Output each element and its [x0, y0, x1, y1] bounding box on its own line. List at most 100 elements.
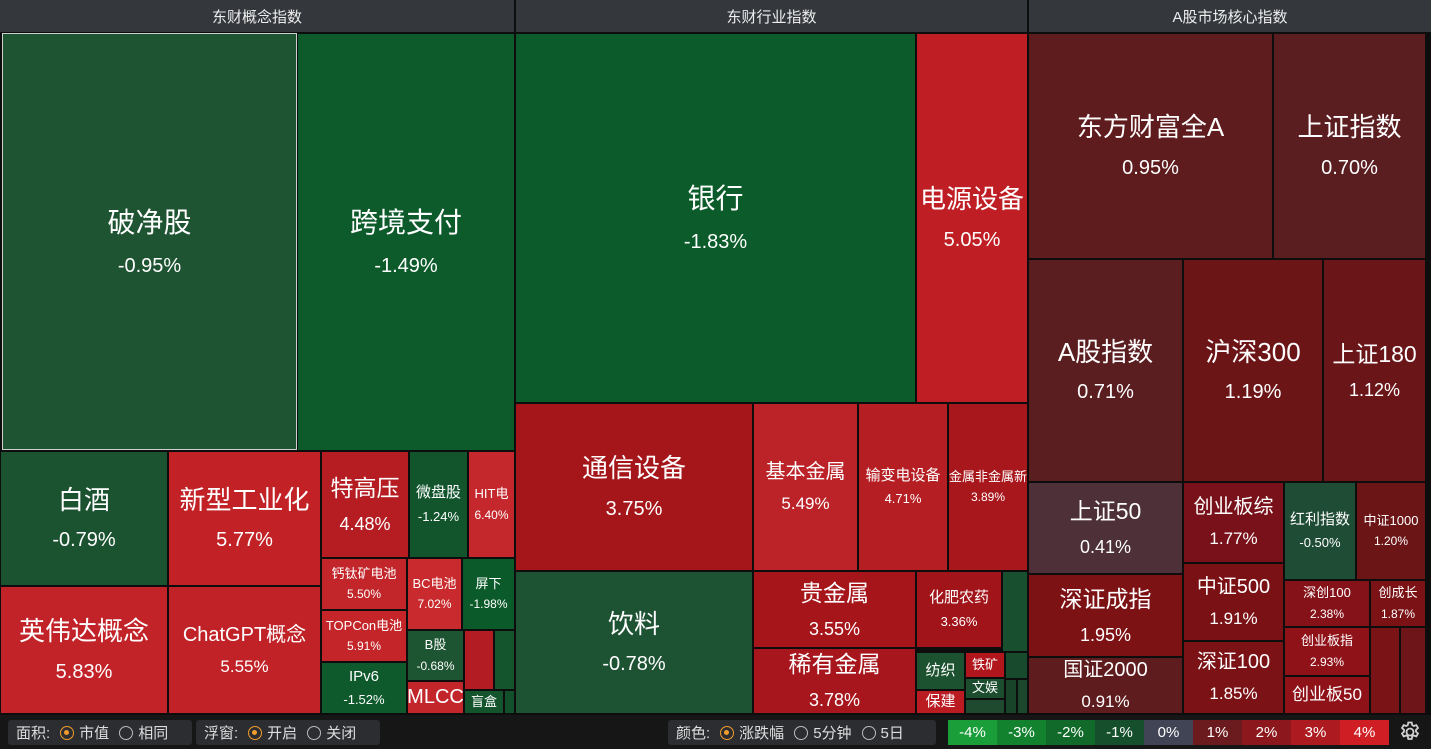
tile-nvidia-concept[interactable]: 英伟达概念 5.83% — [0, 586, 168, 714]
tile-sse50[interactable]: 上证50 0.41% — [1028, 482, 1183, 574]
tile-iron-ore[interactable]: 铁矿 — [965, 652, 1005, 678]
color-option-change[interactable]: 涨跌幅 — [720, 722, 784, 743]
section-header-core-index: A股市场核心指数 — [1029, 0, 1431, 32]
tile-unlabeled[interactable] — [1002, 571, 1028, 652]
tile-name: 电源设备 — [919, 184, 1024, 215]
tile-unlabeled[interactable] — [504, 690, 515, 714]
color-option-5min[interactable]: 5分钟 — [794, 722, 852, 743]
tile-szse-innovation100[interactable]: 深创100 2.38% — [1284, 580, 1370, 627]
tile-unlabeled[interactable] — [1370, 627, 1400, 714]
tile-unlabeled[interactable] — [494, 630, 515, 690]
tile-manghe[interactable]: 盲盒 — [464, 690, 504, 714]
tile-cni2000[interactable]: 国证2000 0.91% — [1028, 657, 1183, 714]
tile-chatgpt-concept[interactable]: ChatGPT概念 5.55% — [168, 586, 321, 714]
tile-unlabeled[interactable] — [1017, 679, 1028, 714]
tile-metal-new-materials[interactable]: 金属非金属新 3.89% — [948, 403, 1028, 571]
tile-bank[interactable]: 银行 -1.83% — [515, 33, 916, 403]
tile-xinxing-gongyehua[interactable]: 新型工业化 5.77% — [168, 451, 321, 586]
tile-chinext-composite[interactable]: 创业板综 1.77% — [1183, 482, 1284, 563]
tile-unlabeled[interactable] — [1400, 627, 1426, 714]
tile-csi500[interactable]: 中证500 1.91% — [1183, 563, 1284, 641]
tile-name: A股指数 — [1057, 336, 1154, 367]
tile-baijiu[interactable]: 白酒 -0.79% — [0, 451, 168, 586]
tile-transmission-equipment[interactable]: 输变电设备 4.71% — [858, 403, 948, 571]
tile-chinext-growth[interactable]: 创成长 1.87% — [1370, 580, 1426, 627]
tile-pct: 0.95% — [1122, 156, 1179, 179]
tile-chinext50[interactable]: 创业板50 — [1284, 676, 1370, 714]
tile-csi300[interactable]: 沪深300 1.19% — [1183, 259, 1323, 482]
tile-weipangu[interactable]: 微盘股 -1.24% — [409, 451, 468, 558]
tile-name: 深创100 — [1303, 585, 1351, 601]
option-label: 市值 — [79, 725, 110, 742]
legend-cell: -2% — [1046, 720, 1095, 745]
option-label: 开启 — [267, 725, 298, 742]
tile-fertilizer-pesticide[interactable]: 化肥农药 3.36% — [916, 571, 1002, 648]
float-window-group: 浮窗: 开启 关闭 — [196, 720, 380, 745]
tile-name: 创业板综 — [1193, 496, 1274, 519]
tile-name: 稀有金属 — [788, 651, 881, 678]
tile-pingxia[interactable]: 屏下 -1.98% — [462, 558, 515, 630]
tile-unlabeled[interactable] — [965, 699, 1005, 714]
tile-name: 中证1000 — [1363, 512, 1419, 528]
tile-mlcc[interactable]: MLCC — [407, 681, 464, 714]
gear-icon[interactable] — [1398, 720, 1422, 744]
tile-name: ChatGPT概念 — [182, 623, 307, 646]
tile-sse180[interactable]: 上证180 1.12% — [1323, 259, 1426, 482]
tile-perovskite-battery[interactable]: 钙钛矿电池 5.50% — [321, 558, 407, 610]
tile-name: 跨境支付 — [349, 207, 462, 238]
tile-tegaoya[interactable]: 特高压 4.48% — [321, 451, 409, 558]
tile-telecom-equipment[interactable]: 通信设备 3.75% — [515, 403, 753, 571]
tile-rare-metals[interactable]: 稀有金属 3.78% — [753, 648, 916, 714]
tile-hit-battery[interactable]: HIT电 6.40% — [468, 451, 515, 558]
tile-pct: 4.48% — [339, 513, 391, 534]
tile-name: 银行 — [687, 183, 744, 214]
tile-pct: 2.93% — [1309, 654, 1345, 669]
tile-beverage[interactable]: 饮料 -0.78% — [515, 571, 753, 714]
tile-b-share[interactable]: B股 -0.68% — [407, 630, 464, 681]
tile-kuajing-zhifu[interactable]: 跨境支付 -1.49% — [297, 33, 515, 451]
tile-szse100[interactable]: 深证100 1.85% — [1183, 641, 1284, 714]
tile-name: 创成长 — [1378, 585, 1418, 601]
tile-dividend-index[interactable]: 红利指数 -0.50% — [1284, 482, 1356, 580]
color-option-5day[interactable]: 5日 — [861, 722, 904, 743]
tile-eastmoney-all-a[interactable]: 东方财富全A 0.95% — [1028, 33, 1273, 259]
tile-name: TOPCon电池 — [325, 617, 403, 633]
tile-topcon-battery[interactable]: TOPCon电池 5.91% — [321, 610, 407, 662]
tile-pct: -0.68% — [416, 658, 455, 673]
tile-sse-composite[interactable]: 上证指数 0.70% — [1273, 33, 1426, 259]
tile-health[interactable]: 保建 — [916, 690, 965, 714]
tile-entertainment[interactable]: 文娱 — [965, 678, 1005, 699]
tile-precious-metals[interactable]: 贵金属 3.55% — [753, 571, 916, 648]
float-window-label: 浮窗: — [204, 725, 239, 742]
color-mode-group: 颜色: 涨跌幅 5分钟 5日 — [668, 720, 936, 745]
tile-name: 微盘股 — [415, 484, 461, 501]
area-option-market-cap[interactable]: 市值 — [60, 722, 109, 743]
float-option-on[interactable]: 开启 — [248, 722, 297, 743]
tile-base-metals[interactable]: 基本金属 5.49% — [753, 403, 858, 571]
tile-textile[interactable]: 纺织 — [916, 652, 965, 690]
tile-pct: 4.71% — [884, 491, 922, 507]
tile-pct: 3.36% — [940, 613, 978, 629]
tile-a-share-index[interactable]: A股指数 0.71% — [1028, 259, 1183, 482]
tile-chinext-index[interactable]: 创业板指 2.93% — [1284, 627, 1370, 676]
tile-name: 化肥农药 — [928, 589, 989, 606]
radio-unselected-icon — [794, 725, 809, 740]
tile-unlabeled[interactable] — [1005, 679, 1017, 714]
tile-bc-battery[interactable]: BC电池 7.02% — [407, 558, 462, 630]
float-option-off[interactable]: 关闭 — [307, 722, 356, 743]
tile-pct: -1.49% — [374, 255, 438, 277]
tile-ipv6[interactable]: IPv6 -1.52% — [321, 662, 407, 714]
tile-csi1000[interactable]: 中证1000 1.20% — [1356, 482, 1426, 580]
tile-szse-component[interactable]: 深证成指 1.95% — [1028, 574, 1183, 657]
radio-unselected-icon — [861, 725, 876, 740]
tile-unlabeled[interactable] — [1005, 652, 1028, 679]
tile-pojinggu[interactable]: 破净股 -0.95% — [2, 33, 297, 450]
legend-cell: 0% — [1144, 720, 1193, 745]
tile-unlabeled[interactable] — [464, 630, 494, 690]
legend-cell: 3% — [1291, 720, 1340, 745]
legend-cell: 4% — [1340, 720, 1389, 745]
tile-pct: 5.77% — [216, 529, 273, 552]
tile-name: 上证50 — [1069, 498, 1142, 525]
tile-power-equipment[interactable]: 电源设备 5.05% — [916, 33, 1028, 403]
area-option-equal[interactable]: 相同 — [119, 722, 168, 743]
